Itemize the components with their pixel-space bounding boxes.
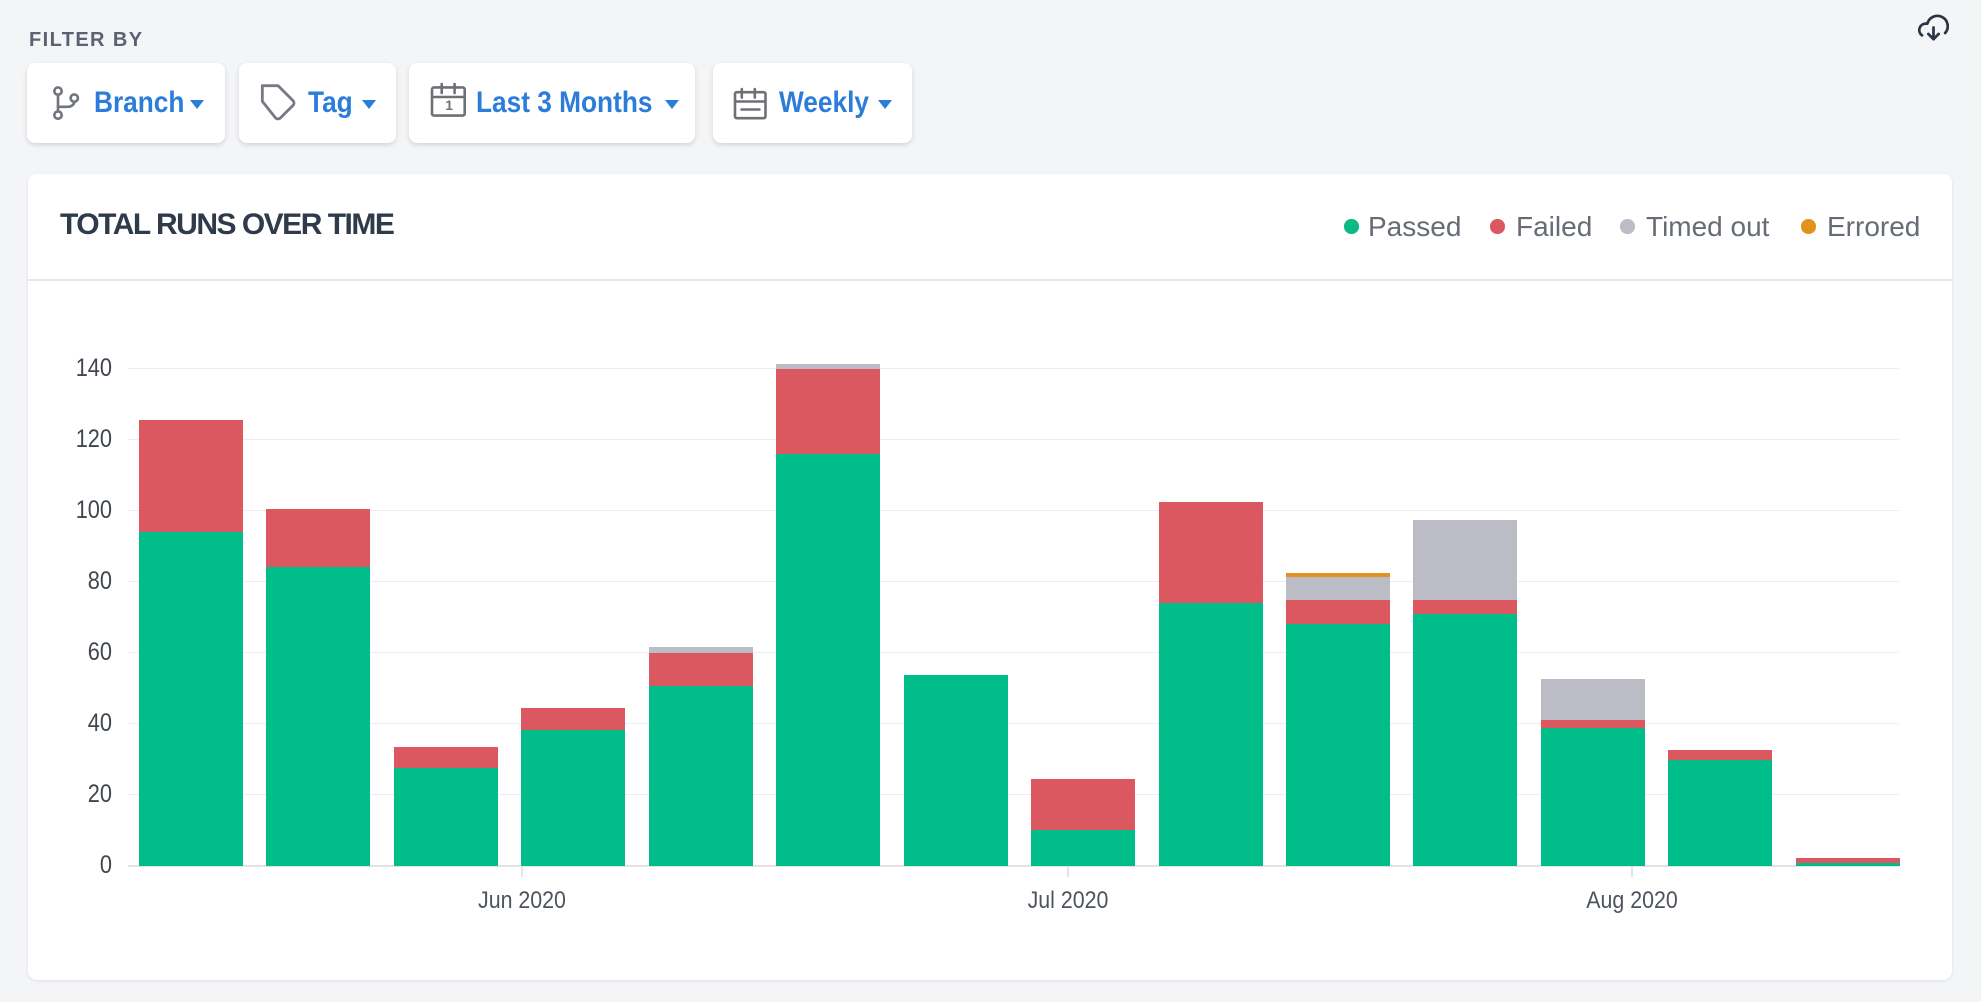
svg-text:1: 1 bbox=[445, 97, 453, 113]
